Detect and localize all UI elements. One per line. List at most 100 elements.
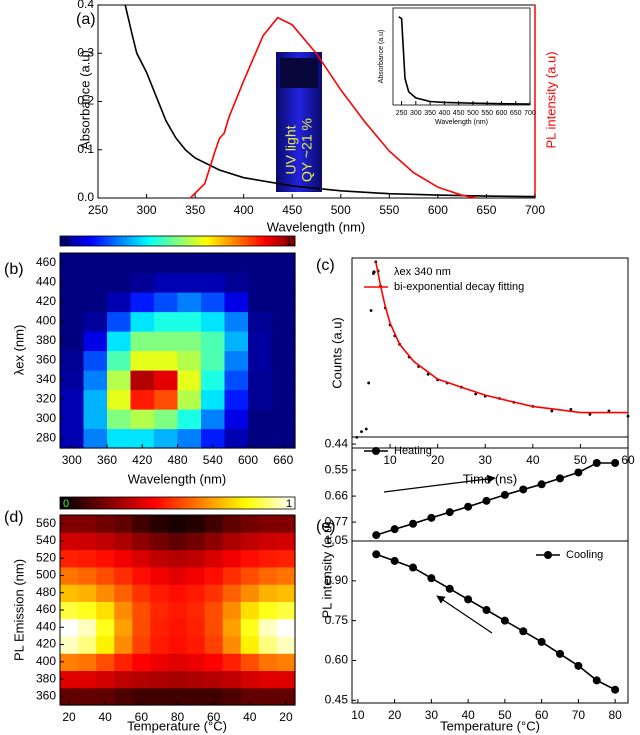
data-point (390, 525, 399, 534)
colorbar-segment (236, 497, 241, 509)
colorbar-segment (283, 236, 288, 246)
heatmap-cell (276, 601, 296, 620)
data-point (464, 502, 473, 511)
heatmap-cell (222, 532, 242, 551)
heatmap-cell (201, 350, 226, 371)
x-axis-label: Wavelength (nm) (267, 219, 366, 234)
colorbar-frame (59, 235, 296, 247)
panel-label: (d) (4, 509, 24, 526)
heatmap-cell (150, 515, 170, 533)
heatmap-cell (177, 253, 202, 274)
x-tick-label: 50 (574, 453, 588, 467)
heatmap-cell (204, 601, 224, 620)
y-tick-label: 280 (36, 430, 56, 444)
colorbar-segment (138, 236, 143, 246)
heatmap-cell (258, 670, 278, 689)
x-tick-label: 650 (476, 203, 496, 217)
colorbar-segment (271, 497, 276, 509)
colorbar-segment (240, 497, 245, 509)
heatmap-cell (130, 350, 155, 371)
heatmap-cell (240, 549, 260, 568)
heatmap-cell (177, 370, 202, 391)
heatmap-cell (240, 670, 260, 689)
heatmap-cell (224, 292, 249, 313)
heatmap-cell (107, 253, 132, 274)
heatmap-cell (201, 311, 226, 332)
data-point (607, 409, 611, 413)
heatmap-cell (186, 566, 206, 585)
heatmap-cell (107, 389, 132, 410)
heatmap-cell (60, 292, 85, 313)
colorbar-segment (60, 236, 65, 246)
colorbar-segment (279, 236, 284, 246)
colorbar-segment (220, 236, 225, 246)
colorbar-segment (193, 497, 198, 509)
heatmap-cell (168, 515, 188, 533)
colorbar-segment (201, 236, 206, 246)
x-tick-label: 60 (135, 710, 149, 724)
x-tick-label: 550 (481, 110, 493, 117)
colorbar-segment (216, 497, 222, 509)
heatmap-cell (271, 311, 296, 332)
heatmap-cell (60, 670, 79, 689)
heatmap-cell (240, 653, 260, 672)
heatmap-cell (60, 350, 85, 371)
heatmap-cell (258, 566, 278, 585)
y-tick-label: 360 (36, 352, 56, 366)
colorbar-segment (118, 236, 124, 246)
heatmap-cell (150, 566, 170, 585)
heatmap-cell (248, 292, 273, 313)
heatmap-cell (107, 331, 132, 352)
y-tick-label: 0.77 (325, 514, 349, 528)
series-line (189, 16, 477, 199)
heatmap-cell (186, 549, 206, 568)
heatmap-cell (154, 409, 179, 430)
colorbar-segment (63, 236, 69, 246)
heatmap-cell (276, 515, 296, 533)
colorbar-segment (189, 497, 194, 509)
heatmap-cell (240, 687, 260, 706)
heatmap-cell (83, 350, 108, 371)
heatmap-cell (96, 584, 115, 602)
colorbar-segment (220, 497, 225, 509)
heatmap-cell (276, 584, 296, 602)
heatmap-cell (258, 618, 278, 637)
legend-marker (372, 447, 380, 455)
colorbar-segment (197, 236, 202, 246)
data-point (482, 606, 491, 615)
heatmap-cell (78, 687, 97, 706)
colorbar-segment (134, 236, 139, 246)
heatmap-cell (168, 601, 188, 620)
colorbar-segment (291, 236, 296, 246)
colorbar-segment (110, 497, 116, 509)
heatmap-cell (258, 515, 278, 533)
heatmap-cell (186, 653, 206, 672)
colorbar-segment (236, 236, 241, 246)
x-tick-label: 600 (238, 453, 258, 467)
colorbar-segment (130, 497, 135, 509)
y-tick-label: 0.0 (77, 190, 94, 204)
y-axis-label: Counts (a.u) (329, 317, 344, 389)
colorbar-segment (154, 236, 159, 246)
heatmap-cell (177, 272, 202, 293)
heatmap-cell (132, 549, 151, 568)
data-point (537, 480, 546, 489)
heatmap-cell (222, 584, 242, 602)
colorbar-segment (177, 236, 182, 246)
heatmap-cell (177, 331, 202, 352)
heatmap-cell (83, 428, 108, 449)
colorbar-segment (60, 497, 65, 509)
data-point (445, 584, 454, 593)
heatmap-cell (132, 515, 151, 533)
x-tick-label: 450 (453, 110, 465, 117)
y-tick-label: 0.44 (325, 436, 349, 450)
heatmap-cell (276, 549, 296, 568)
heatmap-cell (150, 584, 170, 602)
heatmap-cell (154, 272, 179, 293)
heatmap-cell (224, 370, 249, 391)
colorbar-segment (157, 236, 163, 246)
heatmap-cell (201, 253, 226, 274)
x-tick-label: 660 (273, 453, 293, 467)
y-tick-label: 460 (36, 255, 56, 269)
heatmap-cell (60, 618, 79, 637)
